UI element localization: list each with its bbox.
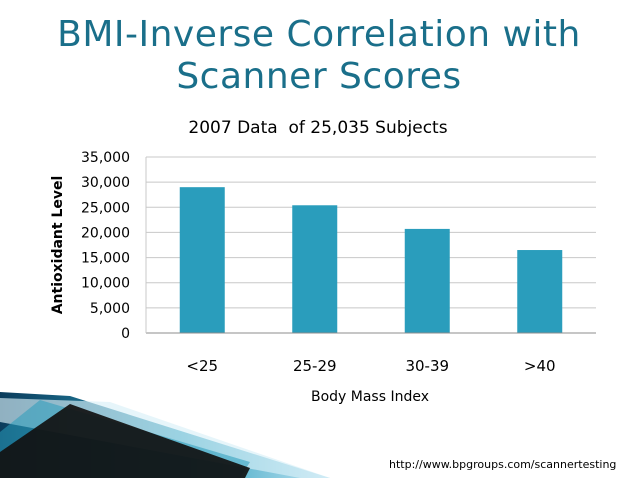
bars xyxy=(179,187,563,333)
x-tick-label: 25-29 xyxy=(293,357,337,375)
chart-title: 2007 Data of 25,035 Subjects xyxy=(188,118,447,138)
slide-title-line-2: Scanner Scores xyxy=(176,56,462,97)
y-tick-label: 25,000 xyxy=(81,200,130,216)
slide-title: BMI-Inverse Correlation with Scanner Sco… xyxy=(0,14,638,98)
corner-swoosh-decoration xyxy=(0,392,330,478)
y-tick-label: 5,000 xyxy=(90,301,130,317)
bar xyxy=(404,228,450,333)
y-axis-label: Antioxidant Level xyxy=(50,176,66,315)
x-tick-label: <25 xyxy=(186,357,218,375)
bar xyxy=(517,250,563,333)
bar xyxy=(179,187,225,333)
x-axis-tick-labels: <25 25-29 30-39 >40 xyxy=(186,357,555,375)
y-tick-label: 0 xyxy=(121,326,130,342)
slide-title-line-1: BMI-Inverse Correlation with xyxy=(57,14,581,55)
x-axis-label: Body Mass Index xyxy=(311,389,429,405)
y-tick-label: 15,000 xyxy=(81,251,130,267)
bar xyxy=(292,205,338,333)
y-tick-label: 35,000 xyxy=(81,150,130,166)
y-tick-label: 20,000 xyxy=(81,225,130,241)
x-tick-label: >40 xyxy=(524,357,556,375)
x-tick-label: 30-39 xyxy=(405,357,449,375)
y-axis-tick-labels: 0 5,000 10,000 15,000 20,000 25,000 30,000 35,0… xyxy=(81,150,130,342)
y-tick-label: 10,000 xyxy=(81,276,130,292)
source-url: http://www.bpgroups.com/scannertesting xyxy=(389,458,617,471)
y-tick-label: 30,000 xyxy=(81,175,130,191)
